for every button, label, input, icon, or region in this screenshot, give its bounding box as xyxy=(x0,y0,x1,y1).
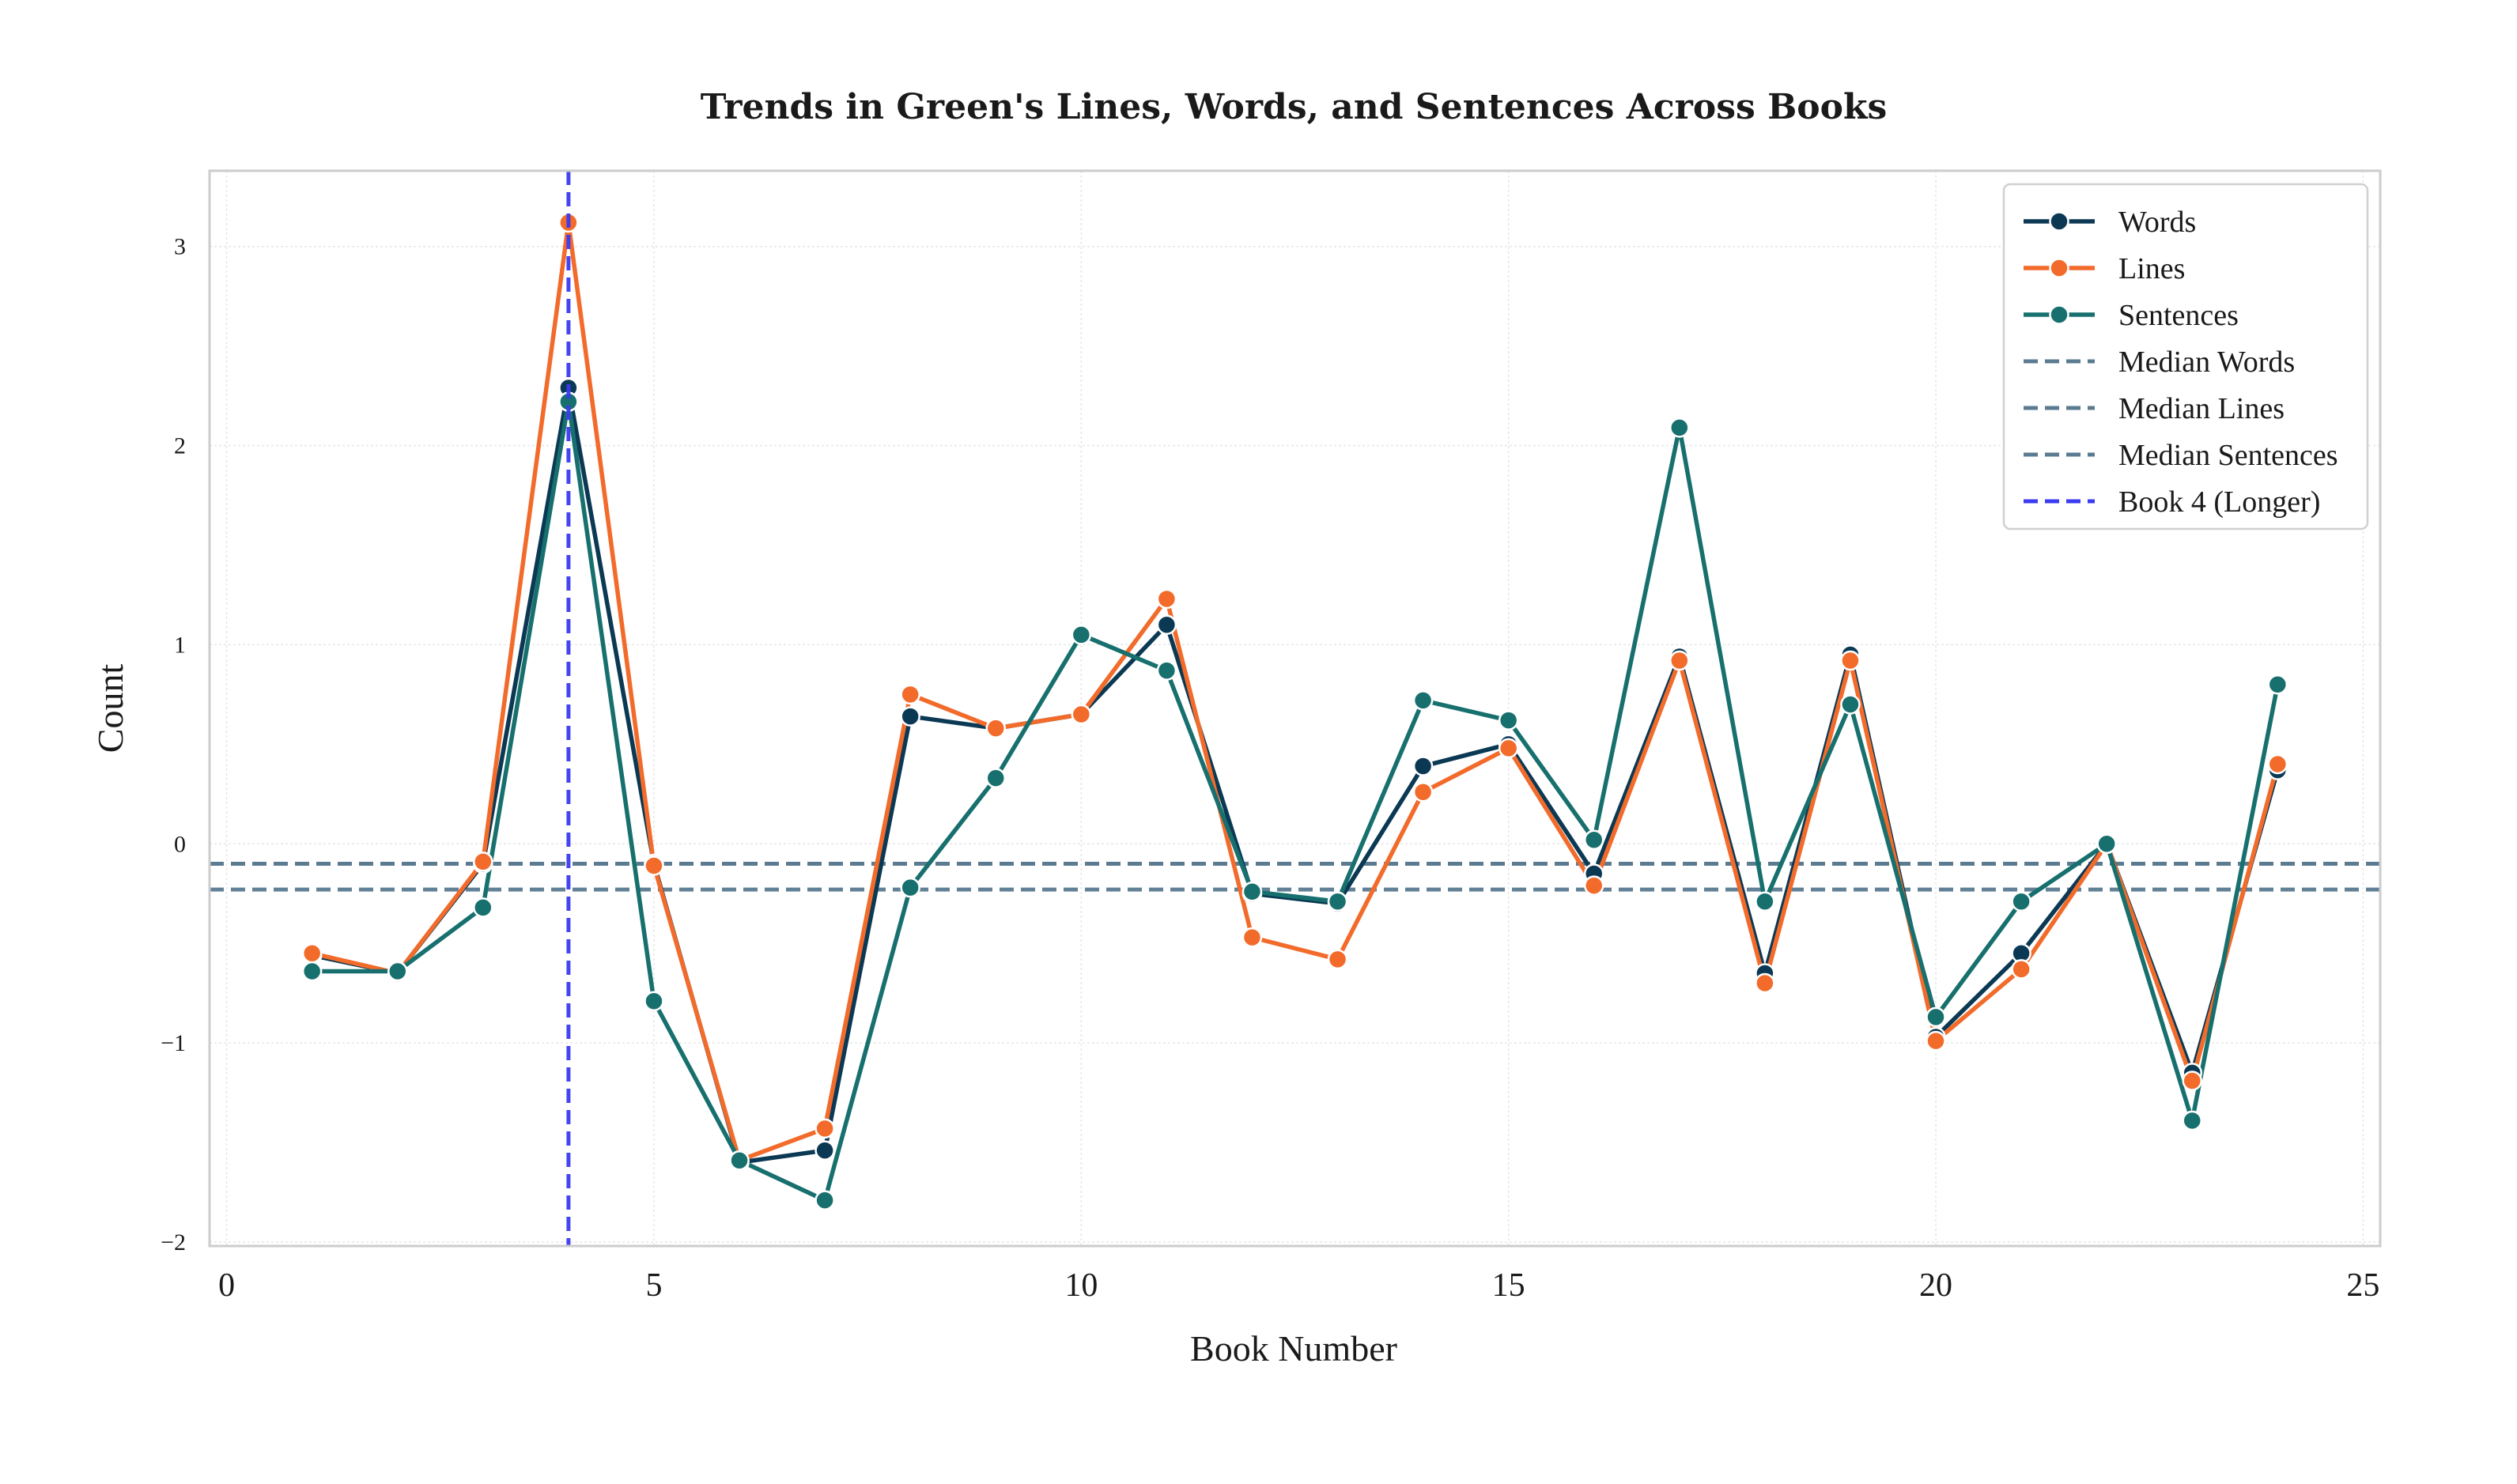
point-sentences xyxy=(1498,710,1519,731)
legend-label: Median Lines xyxy=(2118,392,2285,425)
x-tick-label: 15 xyxy=(1492,1267,1525,1304)
series-line-sentences xyxy=(312,399,2281,1203)
legend-label: Median Sentences xyxy=(2118,439,2338,472)
point-lines xyxy=(1156,588,1177,610)
legend: Words Lines Sentences Median Words Median Li… xyxy=(2002,183,2369,531)
point-sentences xyxy=(644,991,664,1011)
point-sentences xyxy=(1840,694,1861,715)
y-tick-label: 0 xyxy=(174,831,186,857)
point-sentences xyxy=(1327,891,1348,912)
legend-box xyxy=(2002,183,2369,531)
x-tick-label: 25 xyxy=(2346,1267,2379,1304)
point-sentences xyxy=(900,877,920,898)
point-words xyxy=(1412,756,1434,776)
point-words xyxy=(1156,614,1177,635)
legend-marker xyxy=(2049,211,2069,232)
legend-label: Book 4 (Longer) xyxy=(2118,485,2320,519)
point-sentences xyxy=(1669,417,1690,438)
legend-item-lines: Lines xyxy=(2024,252,2185,285)
point-sentences xyxy=(1755,891,1775,912)
x-axis-label: Book Number xyxy=(1190,1328,1397,1369)
legend-marker xyxy=(2049,304,2069,325)
point-sentences xyxy=(1926,1006,1946,1028)
series-line-lines xyxy=(312,220,2280,1163)
x-tick-label: 5 xyxy=(645,1267,662,1304)
y-axis-label: Count xyxy=(90,664,130,753)
point-sentences xyxy=(1241,881,1263,902)
point-lines xyxy=(900,684,920,705)
point-lines xyxy=(814,1118,835,1139)
point-lines xyxy=(1412,782,1434,802)
point-words xyxy=(814,1140,835,1161)
x-tick-label: 20 xyxy=(1919,1267,1952,1304)
point-sentences xyxy=(814,1190,835,1210)
point-sentences xyxy=(473,897,493,918)
point-lines xyxy=(1583,875,1604,896)
point-lines xyxy=(644,855,664,876)
legend-item-book-4-longer: Book 4 (Longer) xyxy=(2024,485,2320,519)
x-tick-label: 10 xyxy=(1064,1267,1098,1304)
point-sentences xyxy=(1071,625,1092,645)
point-lines xyxy=(2267,753,2288,775)
y-tick-label: 3 xyxy=(174,234,186,260)
point-words xyxy=(900,706,920,727)
point-lines xyxy=(1241,927,1263,948)
point-sentences xyxy=(985,768,1007,788)
point-sentences xyxy=(2267,674,2288,695)
legend-label: Sentences xyxy=(2118,299,2239,332)
point-lines xyxy=(1498,738,1519,759)
y-tick-label: −1 xyxy=(161,1030,186,1056)
point-sentences xyxy=(387,961,408,982)
point-lines xyxy=(301,943,323,964)
y-tick-label: −2 xyxy=(161,1229,186,1256)
legend-label: Lines xyxy=(2118,252,2185,285)
point-sentences xyxy=(301,961,323,982)
legend-item-words: Words xyxy=(2024,206,2196,239)
point-sentences xyxy=(729,1150,750,1171)
series-lines xyxy=(301,171,2288,1246)
point-lines xyxy=(985,718,1007,738)
point-sentences xyxy=(1412,690,1434,711)
chart-title: Trends in Green's Lines, Words, and Sent… xyxy=(701,87,1887,127)
plot-frame xyxy=(208,169,2382,1248)
legend-item-median-lines: Median Lines xyxy=(2024,392,2285,425)
legend-label: Median Words xyxy=(2118,346,2295,379)
legend-item-median-words: Median Words xyxy=(2024,346,2295,379)
point-lines xyxy=(1327,949,1348,970)
point-sentences xyxy=(2011,891,2031,912)
x-ticks: 0 5 10 15 20 25 xyxy=(218,1267,2379,1304)
point-lines xyxy=(2182,1071,2202,1091)
point-lines xyxy=(1926,1030,1946,1052)
legend-label: Words xyxy=(2118,206,2196,239)
point-lines xyxy=(1840,650,1861,671)
y-tick-label: 1 xyxy=(174,632,186,658)
point-sentences xyxy=(1156,660,1177,681)
point-lines xyxy=(1071,704,1092,725)
point-sentences xyxy=(2182,1110,2202,1131)
point-lines xyxy=(473,852,493,872)
legend-item-median-sentences: Median Sentences xyxy=(2024,439,2338,472)
point-sentences xyxy=(2096,833,2117,855)
point-lines xyxy=(2011,959,2031,980)
legend-item-sentences: Sentences xyxy=(2024,299,2239,332)
point-lines xyxy=(1669,650,1690,671)
y-ticks: −2 −1 0 1 2 3 xyxy=(161,234,186,1256)
y-tick-label: 2 xyxy=(174,433,186,459)
point-lines xyxy=(1755,972,1775,994)
point-sentences xyxy=(1583,829,1604,850)
x-tick-label: 0 xyxy=(218,1267,235,1304)
legend-marker xyxy=(2049,258,2069,278)
